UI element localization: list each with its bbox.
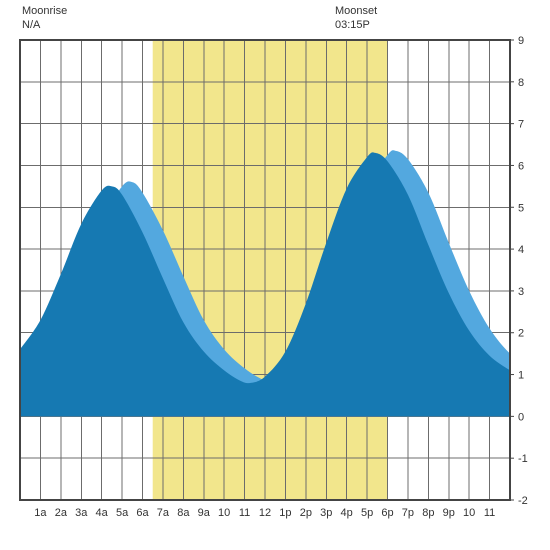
x-tick-label: 2p (300, 507, 312, 519)
x-tick-label: 2a (55, 507, 68, 519)
chart-svg: -2-101234567891a2a3a4a5a6a7a8a9a1011121p… (0, 0, 550, 550)
x-tick-label: 8a (177, 507, 190, 519)
y-tick-label: 1 (518, 370, 524, 382)
x-tick-label: 11 (239, 507, 250, 519)
x-tick-label: 10 (218, 507, 230, 519)
y-tick-label: 9 (518, 35, 524, 47)
y-tick-label: 4 (518, 244, 524, 256)
x-tick-label: 3p (320, 507, 332, 519)
x-tick-label: 4a (96, 507, 109, 519)
tide-chart: Moonrise N/A Moonset 03:15P -2-101234567… (0, 0, 550, 550)
y-tick-label: 7 (518, 119, 524, 131)
y-tick-label: 2 (518, 328, 524, 340)
x-tick-label: 1a (34, 507, 47, 519)
y-tick-label: 0 (518, 411, 524, 423)
x-tick-label: 4p (341, 507, 353, 519)
x-tick-label: 9p (443, 507, 455, 519)
x-tick-label: 9a (198, 507, 211, 519)
x-tick-label: 3a (75, 507, 88, 519)
x-tick-label: 5a (116, 507, 129, 519)
x-tick-label: 12 (259, 507, 271, 519)
y-tick-label: 5 (518, 202, 524, 214)
x-tick-label: 6a (136, 507, 149, 519)
x-tick-label: 8p (422, 507, 434, 519)
y-tick-label: -2 (518, 495, 528, 507)
y-tick-label: 3 (518, 286, 524, 298)
x-tick-label: 6p (381, 507, 393, 519)
y-tick-label: 6 (518, 160, 524, 172)
y-tick-label: 8 (518, 77, 524, 89)
x-tick-label: 7a (157, 507, 170, 519)
x-tick-label: 7p (402, 507, 414, 519)
y-tick-label: -1 (518, 453, 528, 465)
x-tick-label: 11 (484, 507, 495, 519)
x-tick-label: 1p (279, 507, 291, 519)
x-tick-label: 10 (463, 507, 475, 519)
x-tick-label: 5p (361, 507, 373, 519)
